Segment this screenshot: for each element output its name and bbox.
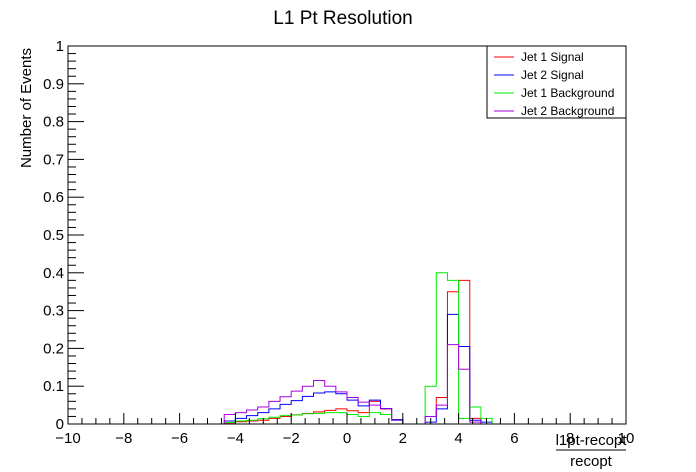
y-tick-label: 0 [56,416,64,433]
chart-title: L1 Pt Resolution [273,8,412,29]
y-tick-label: 0.5 [43,227,64,244]
series-line-jet-1-background [68,272,626,425]
y-tick-label: 0.1 [43,378,64,395]
y-axis-title: Number of Events [18,48,35,168]
x-tick-label: 2 [399,430,407,447]
y-tick-label: 0.2 [43,340,64,357]
x-tick-label: −10 [55,430,80,447]
legend-label: Jet 2 Background [521,104,614,118]
legend: Jet 1 Signal Jet 2 Signal Jet 1 Background… [486,45,627,119]
y-tick-label: 1 [56,38,64,55]
x-axis-title-numerator: l1pt-recopt [556,432,628,449]
y-tick-label: 0.3 [43,303,64,320]
x-tick-label: 0 [343,430,351,447]
x-tick-label: −4 [227,430,244,447]
x-tick-label: −6 [171,430,188,447]
legend-box [486,45,627,119]
x-tick-label: 6 [510,430,518,447]
series-line-jet-2-background [68,344,626,425]
legend-label: Jet 1 Signal [521,50,584,64]
legend-label: Jet 2 Signal [521,68,584,82]
legend-label: Jet 1 Background [521,86,614,100]
x-tick-label: −8 [115,430,132,447]
x-tick-label: 4 [454,430,462,447]
x-tick-label: 8 [566,430,574,447]
x-tick-label: 10 [618,430,635,447]
y-axis: 0 0.1 0.2 0.3 0.4 0.5 0.6 0.7 0.8 0.9 1 [43,38,84,433]
series-line-jet-2-signal [68,313,626,425]
series-line-jet-1-signal [68,279,626,425]
y-tick-label: 0.6 [43,189,64,206]
x-axis: −10 −8 −6 −4 −2 0 2 4 6 8 10 [55,413,634,447]
y-tick-label: 0.4 [43,265,64,282]
x-axis-title-denominator: recopt [570,453,613,470]
y-tick-label: 0.8 [43,114,64,131]
y-tick-label: 0.9 [43,76,64,93]
series-layer [68,272,626,425]
x-tick-label: −2 [283,430,300,447]
y-tick-label: 0.7 [43,151,64,168]
